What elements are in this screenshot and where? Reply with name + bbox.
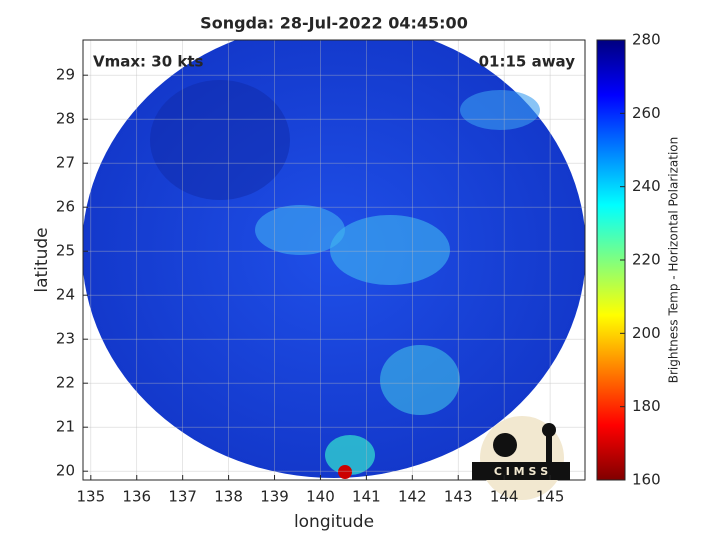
colorbar-tick-label: 260 bbox=[632, 104, 661, 122]
grid bbox=[83, 40, 585, 480]
y-tick-label: 21 bbox=[56, 418, 75, 436]
colorbar-tick-label: 220 bbox=[632, 251, 661, 269]
colorbar-tick-label: 180 bbox=[632, 397, 661, 415]
colorbar-tick-label: 200 bbox=[632, 324, 661, 342]
x-tick-label: 141 bbox=[352, 488, 381, 506]
cloud bbox=[330, 215, 450, 285]
y-tick-label: 28 bbox=[56, 110, 75, 128]
logo-tank bbox=[542, 423, 556, 437]
x-tick-label: 142 bbox=[398, 488, 427, 506]
cloud bbox=[460, 90, 540, 130]
x-tick-label: 139 bbox=[260, 488, 289, 506]
x-tick-label: 140 bbox=[306, 488, 335, 506]
y-tick-label: 20 bbox=[56, 462, 75, 480]
x-tick-label: 143 bbox=[444, 488, 473, 506]
logo-band bbox=[472, 462, 570, 480]
cloud bbox=[380, 345, 460, 415]
y-axis-label: latitude bbox=[32, 227, 52, 292]
x-axis-label: longitude bbox=[294, 512, 374, 532]
annotation: 01:15 away bbox=[479, 53, 576, 71]
x-tick-label: 138 bbox=[214, 488, 243, 506]
logo-text: C I M S S bbox=[494, 465, 548, 478]
y-tick-label: 22 bbox=[56, 374, 75, 392]
cloud bbox=[325, 435, 375, 475]
x-tick-label: 144 bbox=[490, 488, 519, 506]
colorbar-tick-label: 280 bbox=[632, 31, 661, 49]
y-tick-label: 27 bbox=[56, 154, 75, 172]
colorbar-label: Brightness Temp - Horizontal Polarizatio… bbox=[667, 137, 681, 384]
logo-dish bbox=[493, 433, 517, 457]
swath-image bbox=[83, 40, 585, 479]
colorbar-tick-label: 240 bbox=[632, 177, 661, 195]
y-tick-label: 23 bbox=[56, 330, 75, 348]
logo: C I M S S bbox=[472, 416, 570, 500]
chart-title: Songda: 28-Jul-2022 04:45:00 bbox=[200, 14, 468, 33]
cloud bbox=[255, 205, 345, 255]
x-tick-label: 135 bbox=[76, 488, 105, 506]
plot-frame bbox=[82, 39, 586, 481]
y-tick-label: 24 bbox=[56, 286, 75, 304]
x-tick-label: 145 bbox=[536, 488, 565, 506]
logo-tower bbox=[546, 430, 552, 462]
clear-area bbox=[150, 80, 290, 200]
y-tick-label: 29 bbox=[56, 66, 75, 84]
y-tick-label: 26 bbox=[56, 198, 75, 216]
annotation: Vmax: 30 kts bbox=[93, 53, 203, 71]
y-tick-label: 25 bbox=[56, 242, 75, 260]
x-tick-label: 136 bbox=[122, 488, 151, 506]
colorbar-tick-label: 160 bbox=[632, 471, 661, 489]
cloud-core bbox=[338, 465, 352, 479]
x-tick-label: 137 bbox=[168, 488, 197, 506]
